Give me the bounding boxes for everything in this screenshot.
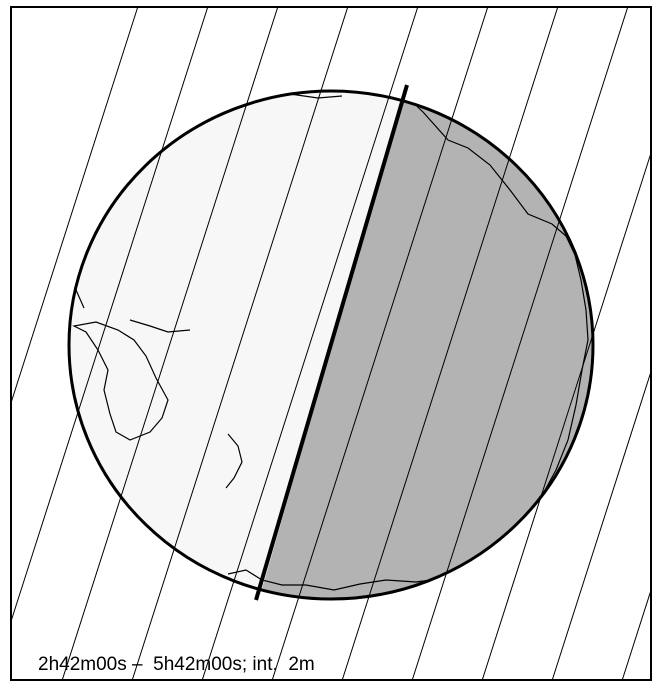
- globe-outline: [67, 89, 595, 601]
- globe-night-side: [256, 91, 593, 599]
- time-range-caption: 2h42m00s – 5h42m00s; int. 2m: [38, 654, 315, 675]
- time-line: [481, 151, 651, 680]
- time-line: [411, 7, 629, 680]
- coastline-islands-a: [129, 319, 191, 333]
- time-line: [11, 7, 209, 624]
- time-line: [551, 369, 651, 680]
- time-line: [621, 588, 651, 680]
- time-line: [11, 7, 139, 405]
- map-frame: [10, 6, 652, 681]
- time-line: [341, 7, 559, 680]
- time-line: [271, 7, 489, 680]
- time-line: [201, 7, 419, 680]
- coastline-new-zealand: [225, 433, 243, 489]
- globe: [67, 84, 595, 601]
- time-line: [131, 7, 349, 680]
- terminator-line: [254, 84, 409, 601]
- coastline-australia: [72, 321, 169, 441]
- time-line: [61, 7, 279, 680]
